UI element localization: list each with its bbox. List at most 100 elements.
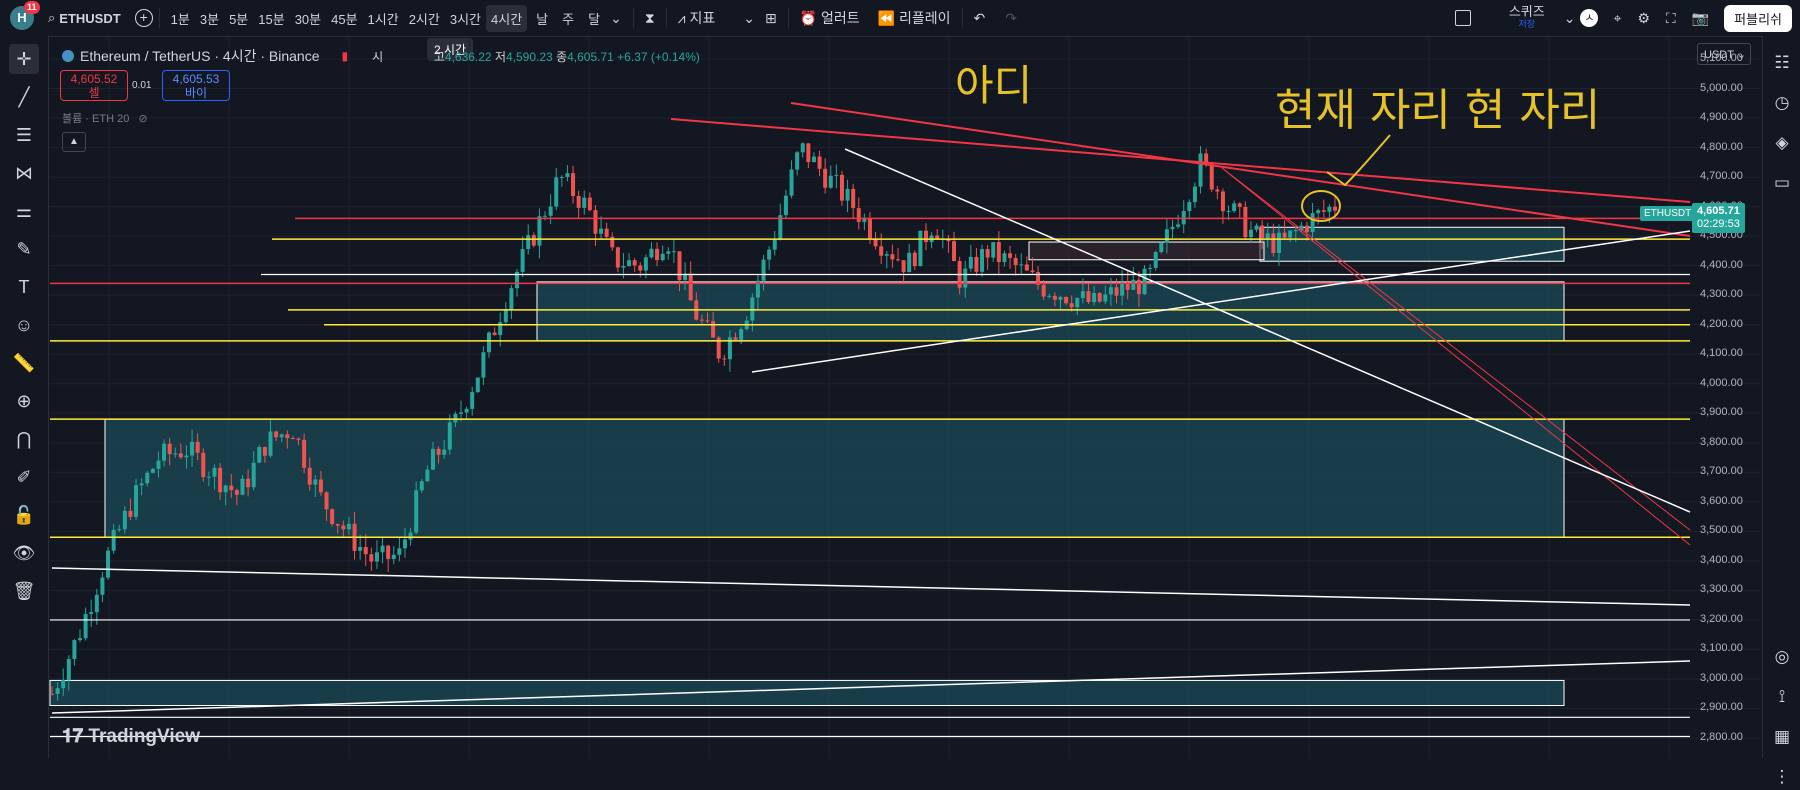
interval-7[interactable]: 2시간 (408, 11, 440, 27)
candle-body (139, 483, 144, 486)
interval-3[interactable]: 15분 (258, 11, 285, 27)
symbol-title[interactable]: Ethereum / TetherUS · 4시간 · Binance (80, 48, 320, 64)
layers-icon[interactable]: ◈ (1775, 133, 1789, 152)
candle-body (716, 337, 721, 359)
emoji-icon[interactable]: ☺ (14, 314, 34, 335)
user-avatar[interactable]: ㅅ (1580, 9, 1599, 27)
buy-button[interactable]: 4,605.53 바이 (162, 70, 230, 101)
gear-icon[interactable]: ⚙ (1637, 9, 1650, 26)
volume-indicator-label[interactable]: 볼륨 · ETH 20 ⊘ (62, 110, 148, 126)
trash-icon[interactable]: 🗑 (12, 580, 36, 601)
period-1[interactable]: 주 (562, 11, 575, 27)
interval-9[interactable]: 4시간 (486, 4, 528, 32)
ruler-icon[interactable]: 📏 (12, 352, 36, 373)
high-value: 4,636.22 (444, 49, 492, 64)
candle-body (1125, 282, 1130, 290)
layout-grid-icon[interactable]: ⊞ (764, 9, 777, 26)
price-axis-label: 4,100.00 (1700, 347, 1743, 360)
horizontal-lines-icon[interactable]: ☰ (15, 124, 33, 145)
collapse-legend-button[interactable]: ▲ (62, 132, 86, 152)
candle-body (145, 472, 150, 484)
symbol-search[interactable]: ⌕ ETHUSDT (48, 10, 121, 26)
compare-button[interactable]: + (134, 9, 153, 27)
low-value: 4,590.23 (506, 49, 553, 64)
lock-drawing-icon[interactable]: ✐ (16, 466, 32, 487)
publish-button[interactable]: 퍼블리쉬 (1724, 4, 1792, 32)
candle-body (1254, 225, 1259, 230)
indicators-button[interactable]: ⩘ 지표 (673, 4, 721, 32)
watchlist-icon[interactable]: ☷ (1774, 53, 1790, 72)
interval-4[interactable]: 30분 (294, 11, 322, 27)
quick-search-icon[interactable]: ⌖ (1613, 9, 1622, 26)
candle-type-icon[interactable]: ⧗ (644, 9, 655, 26)
trend-line-icon[interactable]: ╱ (18, 86, 30, 107)
candle-body (1187, 202, 1192, 211)
candle-body (190, 441, 195, 456)
signal-icon[interactable]: ⟟ (1778, 687, 1786, 706)
chat-icon[interactable]: ▭ (1773, 173, 1791, 192)
chevron-down-icon[interactable]: ⌄ (743, 9, 755, 26)
currency-select[interactable]: USDT ⌄ (1697, 43, 1751, 65)
interval-0[interactable]: 1분 (170, 11, 190, 27)
candle-body (1232, 203, 1237, 211)
flag-icon[interactable]: ▮ (341, 49, 349, 63)
camera-icon[interactable]: 📷 (1691, 9, 1710, 26)
candle-body (772, 239, 777, 250)
candle-body (66, 658, 71, 681)
candle-body (1086, 291, 1091, 303)
period-0[interactable]: 날 (536, 11, 549, 27)
magnet-icon[interactable]: ⋂ (16, 428, 32, 449)
crosshair-icon[interactable]: ✛ (9, 44, 39, 74)
period-2[interactable]: 달 (588, 11, 601, 27)
layout-save-button[interactable]: 스퀴즈 저장 (1508, 4, 1545, 30)
candle-body (72, 640, 77, 659)
squeeze-label: 스퀴즈 (1508, 4, 1545, 19)
undo-icon[interactable]: ↶ (973, 9, 986, 26)
candle-body (167, 443, 172, 455)
text-icon[interactable]: T (18, 276, 30, 297)
candle-body (330, 509, 335, 525)
redo-icon[interactable]: ↷ (1005, 9, 1017, 26)
interval-1[interactable]: 3분 (199, 11, 220, 27)
fib-icon[interactable]: ⚌ (15, 200, 33, 221)
search-icon: ⌕ (48, 10, 56, 25)
more-icon[interactable]: ⋮ (1773, 767, 1791, 786)
zoom-icon[interactable]: ⊕ (16, 390, 32, 411)
interval-5[interactable]: 45분 (331, 11, 358, 27)
replay-button[interactable]: ⏪ 리플레이 (873, 4, 956, 32)
tv-logo-icon: 𝟏𝟕 (62, 726, 84, 747)
price-axis-label: 3,900.00 (1700, 406, 1743, 419)
candle-body (89, 612, 94, 615)
interval-8[interactable]: 3시간 (449, 11, 482, 27)
pitchfork-icon[interactable]: ⋈ (15, 162, 33, 183)
alerts-button[interactable]: ⏰ 얼러트 (795, 4, 865, 32)
sell-button[interactable]: 4,605.52 셀 (60, 70, 128, 101)
fullscreen-icon[interactable]: ⛶ (1665, 9, 1676, 26)
eye-slash-icon[interactable]: ⊘ (138, 113, 148, 125)
candle-body (963, 268, 968, 288)
candle-body (918, 230, 923, 267)
clock-icon[interactable]: ◷ (1774, 93, 1790, 112)
low-label: 저 (494, 49, 506, 64)
candle-body (1041, 284, 1046, 297)
chevron-down-icon[interactable]: ⌄ (610, 9, 622, 26)
replay-label: 리플레이 (898, 10, 951, 26)
fullscreen-checkbox-icon[interactable] (1454, 10, 1471, 26)
candle-body (324, 492, 329, 510)
price-chart[interactable]: 아디 현재 자리 현 자리 (49, 37, 1761, 758)
close-value: 4,605.71 (567, 49, 614, 64)
candle-body (1243, 206, 1248, 238)
chevron-down-icon[interactable]: ⌄ (1563, 9, 1576, 26)
annotation-check-mark (1326, 134, 1391, 187)
calendar-icon[interactable]: ▦ (1773, 727, 1791, 746)
target-icon[interactable]: ◎ (1774, 647, 1790, 666)
brush-icon[interactable]: ✎ (16, 238, 32, 259)
avatar[interactable]: H 11 (10, 1, 40, 30)
lock-icon[interactable]: 🔓 (12, 504, 36, 525)
divider (632, 8, 634, 28)
candle-body (1013, 257, 1018, 266)
zone-box-upper (536, 281, 1565, 342)
eye-icon[interactable]: 👁 (12, 542, 36, 563)
interval-6[interactable]: 1시간 (367, 11, 399, 27)
interval-2[interactable]: 5분 (229, 11, 249, 27)
